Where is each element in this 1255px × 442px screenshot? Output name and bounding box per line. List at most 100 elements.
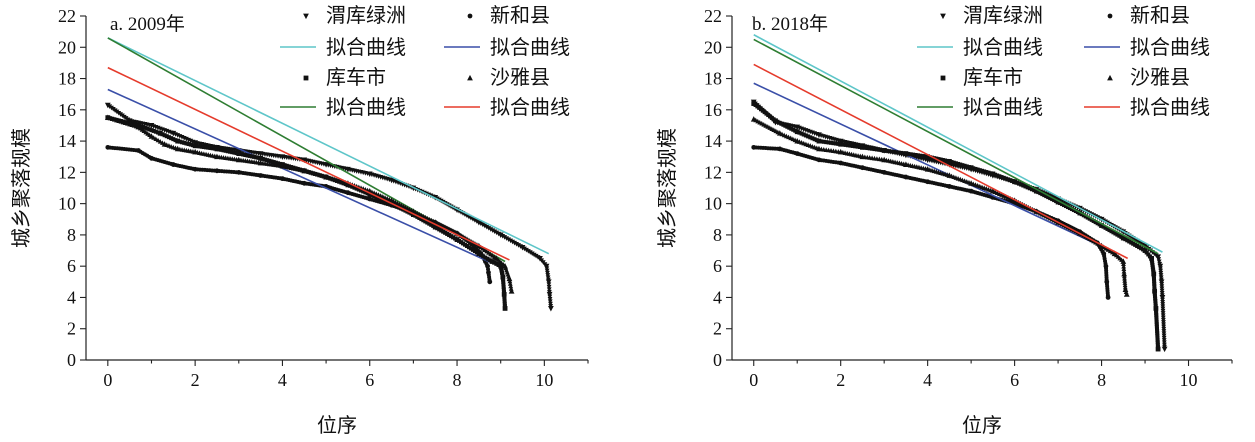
data-point — [238, 152, 243, 157]
data-point — [499, 268, 504, 273]
data-point — [1152, 279, 1157, 284]
data-point — [1153, 301, 1158, 306]
data-point — [188, 142, 193, 147]
data-point — [982, 169, 987, 174]
data-point — [547, 297, 553, 302]
data-point — [260, 156, 265, 161]
data-point — [501, 277, 506, 282]
series-5 — [751, 101, 1161, 352]
data-point — [1155, 342, 1160, 347]
x-tick-label: 4 — [923, 370, 932, 390]
fit-line — [753, 82, 1111, 252]
data-point — [499, 266, 504, 271]
data-point — [372, 194, 377, 199]
data-point — [184, 141, 189, 146]
data-point — [986, 170, 991, 175]
data-point — [1153, 296, 1158, 301]
data-point — [502, 289, 507, 294]
data-point — [903, 151, 909, 156]
y-tick-label: 20 — [704, 37, 722, 57]
data-point — [500, 270, 505, 275]
y-tick-label: 22 — [704, 6, 722, 26]
series-8 — [107, 66, 510, 261]
data-point — [943, 158, 948, 163]
y-tick-label: 10 — [704, 194, 722, 214]
data-point — [1121, 266, 1127, 271]
data-point — [1138, 241, 1144, 246]
data-point — [1003, 176, 1008, 181]
data-point — [519, 245, 526, 251]
data-point — [531, 252, 537, 258]
data-point — [219, 147, 224, 152]
data-point — [547, 294, 553, 300]
data-point — [870, 146, 875, 151]
data-point — [502, 306, 508, 311]
legend-marker — [1107, 13, 1113, 19]
x-axis-title: 位序 — [317, 413, 357, 437]
data-point — [508, 283, 514, 289]
data-point — [476, 251, 482, 257]
data-point — [1122, 280, 1128, 285]
data-point — [1153, 306, 1159, 311]
x-tick-label: 6 — [365, 370, 374, 390]
data-point — [801, 132, 806, 137]
data-point — [862, 145, 867, 150]
fit-line — [753, 63, 1129, 260]
x-tick-label: 2 — [191, 370, 200, 390]
data-point — [225, 149, 230, 154]
data-point — [894, 150, 899, 155]
data-point — [1151, 276, 1156, 281]
data-point — [267, 158, 272, 163]
data-point — [492, 260, 497, 265]
data-point — [502, 294, 507, 299]
data-point — [960, 163, 965, 168]
data-point — [956, 161, 961, 166]
data-point — [1153, 303, 1158, 308]
data-point — [262, 157, 267, 162]
data-point — [940, 158, 945, 163]
x-tick-label: 2 — [836, 370, 845, 390]
legend-label: 沙雅县 — [490, 65, 550, 89]
data-point — [1155, 328, 1160, 333]
legend-label: 拟合曲线 — [490, 95, 570, 119]
series-2 — [107, 37, 550, 255]
y-tick-label: 0 — [67, 350, 76, 370]
data-point — [249, 154, 254, 159]
data-point — [1120, 258, 1127, 264]
data-point — [826, 140, 831, 145]
data-point — [243, 153, 248, 158]
data-point — [501, 291, 507, 297]
x-tick-label: 10 — [535, 370, 553, 390]
data-point — [1156, 259, 1162, 265]
y-tick-label: 6 — [67, 256, 76, 276]
data-point — [502, 301, 507, 306]
data-point — [548, 301, 553, 307]
data-point — [1154, 317, 1159, 322]
data-point — [927, 155, 932, 160]
data-point — [241, 152, 246, 157]
data-point — [958, 162, 963, 167]
data-point — [915, 153, 920, 158]
data-point — [850, 143, 855, 148]
data-point — [169, 136, 174, 141]
data-point — [1152, 291, 1157, 296]
data-point — [265, 158, 270, 163]
data-point — [501, 280, 506, 285]
y-tick-label: 2 — [713, 319, 722, 339]
data-point — [1152, 294, 1157, 299]
panel-title: b. 2018年 — [752, 13, 828, 35]
data-point — [221, 148, 226, 153]
data-point — [479, 252, 484, 257]
legend-label: 新和县 — [1130, 3, 1190, 27]
data-point — [1152, 288, 1158, 294]
data-point — [147, 127, 152, 132]
y-tick-label: 18 — [58, 69, 76, 89]
data-point — [968, 165, 974, 171]
data-point — [962, 163, 967, 168]
data-point — [245, 153, 250, 158]
data-point — [1012, 179, 1018, 185]
y-tick-label: 12 — [58, 162, 76, 182]
